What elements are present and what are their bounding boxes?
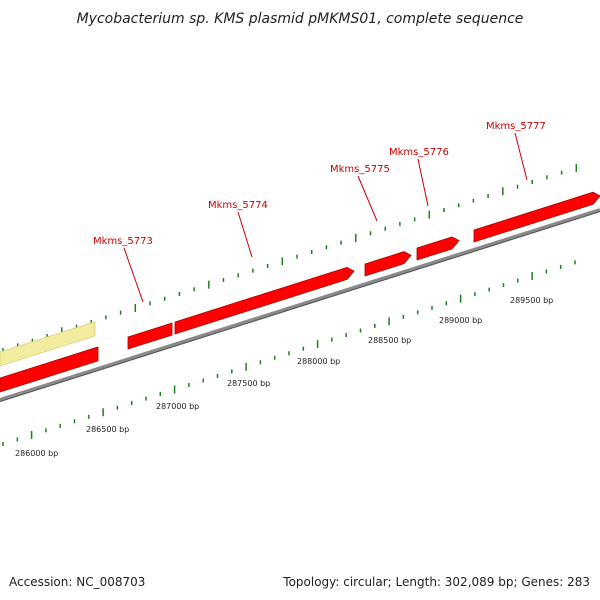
- gene-label: Mkms_5774: [208, 200, 268, 211]
- scale-label: 287000 bp: [156, 402, 199, 411]
- sequence-backbone: [0, 208, 600, 402]
- summary-text: Topology: circular; Length: 302,089 bp; …: [282, 575, 590, 589]
- gene-label: Mkms_5773: [93, 236, 153, 247]
- scale-label: 287500 bp: [227, 379, 270, 388]
- gene-label-leader: [237, 211, 253, 258]
- pseudo-gene-bar: [0, 321, 96, 367]
- gene-arrow: [174, 266, 355, 335]
- gene-arrow: [127, 322, 173, 350]
- gene-label-leader: [357, 175, 378, 222]
- gene-label: Mkms_5776: [389, 147, 449, 158]
- gene-label-leader: [417, 158, 429, 207]
- scale-label: 289500 bp: [510, 296, 553, 305]
- gene-arrow: [364, 251, 412, 277]
- sequence-backbone-shadow: [0, 211, 600, 402]
- gene-arrow: [473, 191, 600, 243]
- accession-text: Accession: NC_008703: [9, 575, 145, 589]
- scale-label: 286500 bp: [86, 425, 129, 434]
- gene-labels: Mkms_5773 Mkms_5774 Mkms_5775 Mkms_5776 Mkms…: [93, 121, 546, 303]
- gene-label: Mkms_5777: [486, 121, 546, 132]
- scale-label: 288000 bp: [297, 357, 340, 366]
- gene-label: Mkms_5775: [330, 164, 390, 175]
- scale-label: 286000 bp: [15, 449, 58, 458]
- gene-label-leader: [123, 247, 144, 303]
- scale-label: 289000 bp: [439, 316, 482, 325]
- map-title: Mycobacterium sp. KMS plasmid pMKMS01, c…: [77, 11, 524, 27]
- gene-arrow: [0, 346, 99, 393]
- scale-label: 288500 bp: [368, 336, 411, 345]
- gene-arrow: [416, 236, 460, 261]
- gene-label-leader: [514, 132, 528, 181]
- gc-tick-row-top: [2, 163, 578, 352]
- scale-tick-row: [2, 260, 576, 446]
- scale-labels: 286000 bp 286500 bp 287000 bp 287500 bp 2880…: [15, 296, 553, 458]
- gene-track: [0, 191, 600, 393]
